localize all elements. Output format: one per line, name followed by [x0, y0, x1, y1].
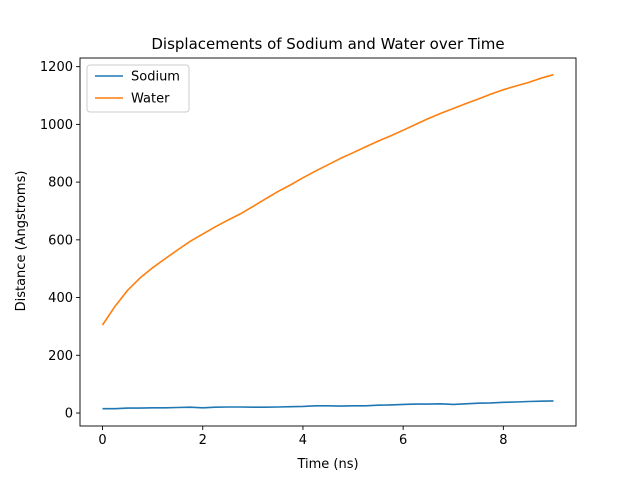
y-tick-label: 1200 — [40, 60, 73, 75]
series-line-sodium — [102, 400, 554, 410]
x-tick-label: 2 — [199, 433, 207, 448]
x-tick-label: 0 — [98, 433, 106, 448]
x-tick-label: 8 — [499, 433, 507, 448]
y-tick-label: 800 — [48, 176, 73, 191]
y-axis-label: Distance (Angstroms) — [14, 171, 29, 312]
legend-label-water: Water — [131, 92, 170, 107]
y-tick-label: 1000 — [40, 118, 73, 133]
y-tick-label: 400 — [48, 291, 73, 306]
y-tick-label: 600 — [48, 233, 73, 248]
x-axis-label: Time (ns) — [296, 457, 358, 472]
x-tick-label: 4 — [299, 433, 307, 448]
x-tick-label: 6 — [399, 433, 407, 448]
plot-area: 0 2 4 6 8 0 200 400 600 800 1000 1200 Sodium Water — [40, 57, 577, 448]
series-line-water — [101, 73, 554, 326]
chart-title: Displacements of Sodium and Water over T… — [151, 35, 504, 53]
legend-label-sodium: Sodium — [131, 70, 180, 85]
axes-frame — [79, 57, 577, 427]
y-tick-label: 0 — [65, 407, 73, 422]
y-tick-label: 200 — [48, 349, 73, 364]
